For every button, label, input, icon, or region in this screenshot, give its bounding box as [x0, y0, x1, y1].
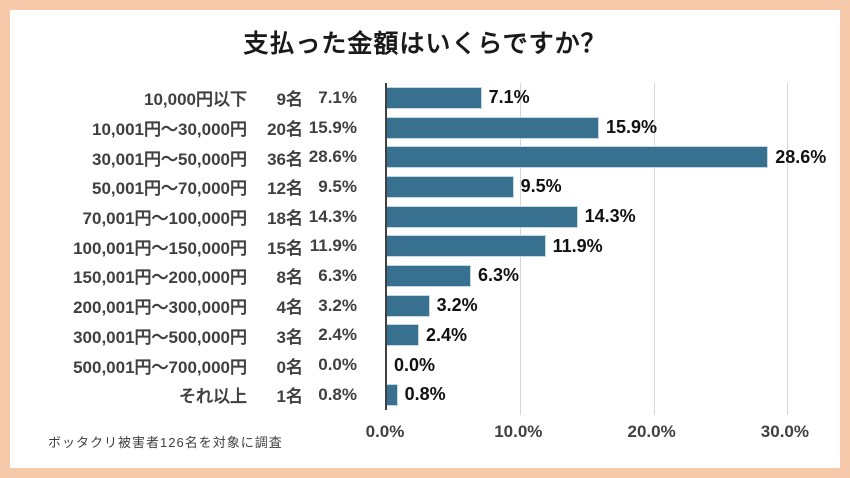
category-row: 10,000円以下 9名 7.1% [10, 83, 357, 113]
bar-row: 11.9% [387, 231, 835, 261]
count-label: 36名 [267, 149, 303, 169]
category-label: 30,001円～50,000円 [92, 149, 247, 169]
bar-value-label: 14.3% [584, 206, 636, 227]
percent-label: 15.9% [308, 117, 357, 137]
category-label: 200,001円～300,000円 [73, 298, 247, 318]
percent-label: 0.0% [318, 355, 357, 375]
bar-row: 0.0% [387, 350, 835, 380]
category-label: 300,001円～500,000円 [73, 327, 247, 347]
category-row: 150,001円～200,000円 8名 6.3% [10, 261, 357, 291]
bar-row: 14.3% [387, 202, 835, 232]
bar-value-label: 2.4% [425, 324, 468, 345]
percent-label: 14.3% [308, 206, 357, 226]
count-label: 3名 [276, 327, 303, 347]
bar-value-label: 3.2% [436, 295, 478, 316]
percent-label: 3.2% [318, 295, 357, 315]
percent-label: 28.6% [308, 147, 357, 167]
count-label: 20名 [267, 120, 303, 140]
bar-value-label: 11.9% [552, 235, 603, 256]
count-label: 8名 [276, 268, 303, 288]
category-label: 50,001円～70,000円 [92, 179, 247, 199]
bar-value-label: 6.3% [477, 265, 519, 286]
bar-row: 0.8% [387, 380, 835, 410]
chart-title: 支払った金額はいくらですか？ [243, 30, 607, 58]
category-row: 100,001円～150,000円 15名 11.9% [10, 231, 357, 261]
footer-note: ボッタクリ被害者126名を対象に調査 [48, 435, 283, 450]
bar-value-label: 9.5% [520, 176, 562, 197]
bar-row: 3.2% [387, 291, 835, 321]
x-axis-tick: 0.0% [365, 421, 405, 441]
count-label: 9名 [276, 90, 303, 110]
bar-value-label: 7.1% [488, 87, 530, 108]
bar-value-label: 0.0% [394, 354, 436, 375]
count-label: 18名 [267, 209, 303, 229]
bar [387, 294, 430, 317]
category-row: それ以上 1名 0.8% [10, 380, 357, 410]
bar [387, 264, 471, 287]
bar-value-label: 28.6% [775, 146, 827, 167]
percent-label: 11.9% [309, 236, 357, 256]
category-label: 100,001円～150,000円 [73, 238, 247, 258]
bar-row: 7.1% [387, 83, 835, 113]
category-labels-column: 10,000円以下 9名 7.1% 10,001円～30,000円 20名 15… [10, 83, 357, 410]
x-axis-tick: 30.0% [760, 421, 809, 441]
chart-canvas: 支払った金額はいくらですか？ 10,000円以下 9名 7.1% 10,001円… [10, 10, 840, 468]
bar-value-label: 0.8% [404, 384, 446, 405]
bar [387, 324, 419, 347]
percent-label: 2.4% [318, 325, 357, 345]
category-row: 30,001円～50,000円 36名 28.6% [10, 142, 357, 172]
bar-row: 2.4% [387, 321, 835, 351]
category-label: 10,000円以下 [144, 90, 247, 110]
percent-label: 6.3% [318, 265, 357, 285]
percent-label: 0.8% [318, 384, 357, 404]
count-label: 12名 [267, 179, 303, 199]
bar-row: 6.3% [387, 261, 835, 291]
x-axis-tick: 20.0% [627, 421, 676, 441]
category-row: 200,001円～300,000円 4名 3.2% [10, 291, 357, 321]
category-row: 500,001円～700,000円 0名 0.0% [10, 350, 357, 380]
bar-row: 28.6% [387, 142, 835, 172]
x-axis-tick: 10.0% [494, 421, 543, 441]
gridline [653, 83, 655, 415]
category-row: 50,001円～70,000円 12名 9.5% [10, 172, 357, 202]
percent-label: 7.1% [318, 87, 357, 107]
category-label: 10,001円～30,000円 [92, 120, 247, 140]
gridline [786, 83, 788, 415]
category-label: それ以上 [179, 387, 247, 407]
category-row: 70,001円～100,000円 18名 14.3% [10, 202, 357, 232]
bar-chart: 10,000円以下 9名 7.1% 10,001円～30,000円 20名 15… [10, 83, 840, 415]
category-label: 500,001円～700,000円 [73, 357, 247, 377]
percent-label: 9.5% [318, 176, 357, 196]
bar [387, 86, 482, 109]
x-axis: 0.0% 10.0% 20.0% 30.0% [366, 421, 840, 446]
bar [387, 146, 769, 169]
count-label: 4名 [276, 298, 303, 318]
plot-area: 7.1% 15.9% 28.6% 9.5% 14.3% 11.9% 6.3% 3… [385, 83, 835, 415]
bar-value-label: 15.9% [605, 117, 657, 138]
category-row: 10,001円～30,000円 20名 15.9% [10, 113, 357, 143]
bar [387, 205, 578, 228]
count-label: 0名 [276, 357, 303, 377]
bar [387, 383, 398, 406]
bar-row: 15.9% [387, 113, 835, 143]
bar [387, 116, 599, 139]
bar-row: 9.5% [387, 172, 835, 202]
bar [387, 235, 546, 258]
count-label: 1名 [276, 387, 303, 407]
bar [387, 175, 514, 198]
category-label: 70,001円～100,000円 [82, 209, 247, 229]
count-label: 15名 [267, 238, 303, 258]
category-label: 150,001円～200,000円 [73, 268, 247, 288]
category-row: 300,001円～500,000円 3名 2.4% [10, 321, 357, 351]
